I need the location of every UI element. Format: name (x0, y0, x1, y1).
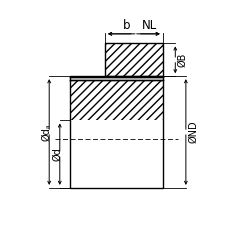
Text: Ød: Ød (52, 147, 62, 161)
Bar (105, 44, 163, 76)
Bar (70, 76, 163, 188)
Text: NL: NL (142, 19, 157, 32)
Bar (70, 76, 163, 188)
Text: b: b (122, 19, 130, 32)
Text: Ødₐ: Ødₐ (41, 123, 51, 141)
Bar (105, 44, 163, 76)
Text: ØND: ØND (188, 121, 198, 143)
Bar (105, 44, 163, 76)
Text: ØB: ØB (178, 53, 188, 67)
Bar (70, 80, 163, 120)
